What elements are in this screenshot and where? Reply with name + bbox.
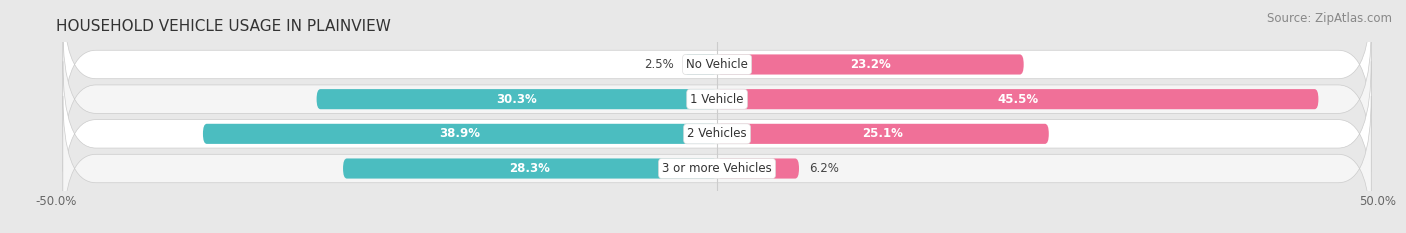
FancyBboxPatch shape <box>685 55 717 75</box>
Text: 6.2%: 6.2% <box>810 162 839 175</box>
FancyBboxPatch shape <box>202 124 717 144</box>
FancyBboxPatch shape <box>63 27 1371 172</box>
FancyBboxPatch shape <box>343 158 717 178</box>
Text: 23.2%: 23.2% <box>851 58 891 71</box>
Text: No Vehicle: No Vehicle <box>686 58 748 71</box>
Text: HOUSEHOLD VEHICLE USAGE IN PLAINVIEW: HOUSEHOLD VEHICLE USAGE IN PLAINVIEW <box>56 19 391 34</box>
Text: 28.3%: 28.3% <box>509 162 551 175</box>
Text: 45.5%: 45.5% <box>997 93 1038 106</box>
FancyBboxPatch shape <box>717 89 1319 109</box>
Text: Source: ZipAtlas.com: Source: ZipAtlas.com <box>1267 12 1392 25</box>
Text: 1 Vehicle: 1 Vehicle <box>690 93 744 106</box>
FancyBboxPatch shape <box>717 124 1049 144</box>
Text: 2 Vehicles: 2 Vehicles <box>688 127 747 140</box>
Text: 25.1%: 25.1% <box>862 127 904 140</box>
Text: 38.9%: 38.9% <box>440 127 481 140</box>
Text: 30.3%: 30.3% <box>496 93 537 106</box>
FancyBboxPatch shape <box>717 158 799 178</box>
Text: 2.5%: 2.5% <box>644 58 673 71</box>
FancyBboxPatch shape <box>63 96 1371 233</box>
FancyBboxPatch shape <box>63 61 1371 206</box>
FancyBboxPatch shape <box>316 89 717 109</box>
FancyBboxPatch shape <box>63 0 1371 137</box>
FancyBboxPatch shape <box>717 55 1024 75</box>
Text: 3 or more Vehicles: 3 or more Vehicles <box>662 162 772 175</box>
